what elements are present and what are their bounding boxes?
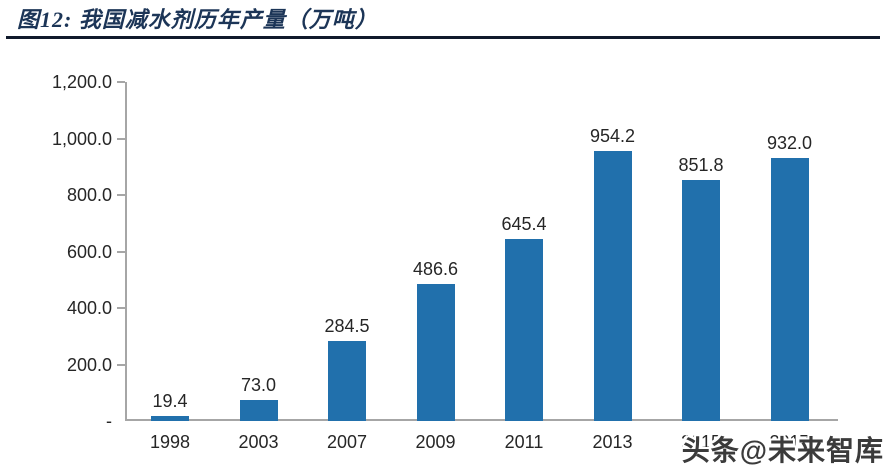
y-axis-line — [125, 82, 127, 421]
y-tick-mark — [117, 194, 125, 196]
bar-value-label: 486.6 — [412, 258, 459, 279]
title-divider — [6, 36, 880, 39]
y-tick-label: - — [106, 411, 112, 431]
bar-value-label: 645.4 — [501, 213, 547, 234]
bar — [239, 400, 278, 421]
bar-value-label: 851.8 — [678, 155, 724, 176]
bar — [682, 180, 720, 421]
bar — [328, 340, 366, 421]
y-tick-mark — [117, 81, 125, 83]
bar-value-label: 954.2 — [589, 126, 636, 147]
bar — [593, 151, 632, 421]
bar — [770, 157, 809, 421]
x-tick-label: 2013 — [592, 432, 633, 452]
bar-value-label: 73.0 — [240, 375, 277, 396]
x-axis-line — [125, 419, 838, 421]
watermark: 头条@未来智库 — [681, 435, 884, 466]
x-tick-label: 2007 — [326, 432, 368, 452]
y-tick-label: 800.0 — [66, 185, 112, 205]
x-tick-label: 2011 — [504, 432, 544, 452]
x-tick-label: 2003 — [238, 432, 279, 452]
y-tick-label: 200.0 — [66, 354, 112, 375]
y-tick-label: 400.0 — [66, 298, 112, 318]
y-tick-mark — [117, 363, 125, 366]
bar-value-label: 284.5 — [324, 315, 370, 336]
y-tick-label: 1,000.0 — [51, 128, 112, 149]
y-tick-mark — [117, 250, 125, 253]
y-tick-mark — [117, 137, 125, 140]
x-tick-label: 2015 — [680, 432, 722, 452]
y-tick-label: 600.0 — [66, 241, 112, 262]
x-tick-label: 1998 — [149, 432, 191, 452]
x-tick-label: 2017 — [769, 432, 810, 452]
figure-title: 图12: 我国减水剂历年产量（万吨） — [17, 7, 378, 32]
bar — [416, 283, 455, 421]
y-tick-label: 1,200.0 — [51, 72, 112, 92]
x-tick-label: 2009 — [415, 432, 456, 452]
bar-value-label: 932.0 — [766, 132, 813, 153]
bar — [151, 415, 189, 421]
bar — [505, 238, 543, 421]
y-tick-mark — [117, 307, 125, 309]
bar-value-label: 19.4 — [152, 390, 188, 411]
